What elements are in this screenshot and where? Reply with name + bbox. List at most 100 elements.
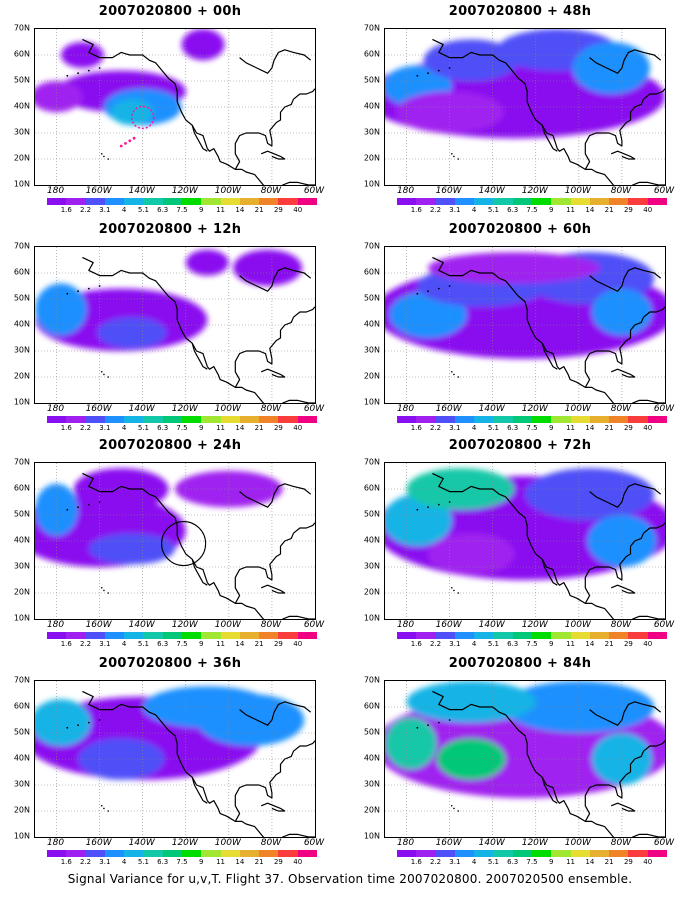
longitude-tick-label: 180: [46, 186, 65, 196]
colorbar-swatch: [628, 632, 648, 639]
longitude-tick-label: 80W: [260, 838, 282, 848]
latitude-tick-label: 10N: [363, 179, 380, 189]
variance-contour: [406, 681, 536, 723]
map-svg: [35, 681, 315, 837]
latitude-tick-label: 10N: [13, 831, 30, 841]
longitude-tick-label: 180: [46, 404, 65, 414]
colorbar-tick-label: 14: [585, 640, 595, 648]
latitude-tick-label: 60N: [363, 483, 380, 493]
colorbar-legend: 1.6 2.2 3.1 4 5.1 6.3 7.5 9 11 14 21 29 40: [47, 850, 317, 868]
colorbar-swatch: [493, 416, 513, 423]
colorbar-tick-label: 21: [254, 858, 264, 866]
latitude-axis: 70N 60N 50N 40N 30N 20N 10N: [350, 458, 382, 623]
colorbar-swatch: [181, 416, 202, 423]
colorbar-tick-label: 3.1: [99, 858, 111, 866]
colorbar-swatch: [570, 850, 590, 857]
colorbar-swatch: [124, 416, 144, 423]
colorbar-tick-label: 3.1: [449, 640, 461, 648]
colorbar-tick-label: 5.1: [487, 206, 499, 214]
graticule: [385, 681, 665, 837]
colorbar-tick-label: 4: [471, 858, 477, 866]
longitude-tick-label: 80W: [610, 404, 632, 414]
colorbar-swatch: [628, 416, 648, 423]
map-svg: [385, 463, 665, 619]
longitude-tick-label: 120W: [171, 404, 198, 414]
observation-point: [128, 139, 132, 143]
latitude-tick-label: 30N: [363, 561, 380, 571]
colorbar-tick-label: 14: [585, 206, 595, 214]
colorbar-swatches: [47, 416, 317, 423]
colorbar-swatch: [531, 416, 552, 423]
colorbar-tick-label: 5.1: [137, 858, 149, 866]
latitude-tick-label: 60N: [363, 701, 380, 711]
colorbar-tick-label: 2.2: [429, 640, 442, 648]
longitude-tick-label: 100W: [564, 620, 591, 630]
map-plot: [384, 28, 666, 186]
colorbar-tick-label: 14: [585, 858, 595, 866]
coastline: [82, 690, 315, 837]
island-marker: [107, 376, 110, 378]
latitude-tick-label: 20N: [363, 371, 380, 381]
variance-field: [385, 681, 665, 798]
colorbar-swatch: [201, 632, 221, 639]
coastline: [191, 559, 208, 586]
longitude-tick-label: 160W: [85, 620, 112, 630]
colorbar-swatch: [259, 198, 279, 205]
coastline: [432, 472, 665, 619]
island-marker: [103, 807, 105, 810]
longitude-tick-label: 120W: [521, 186, 548, 196]
longitude-tick-label: 80W: [260, 404, 282, 414]
longitude-tick-label: 100W: [214, 186, 241, 196]
colorbar-tick-label: 40: [293, 424, 303, 432]
longitude-tick-label: 160W: [435, 838, 462, 848]
variance-contour: [73, 468, 169, 510]
colorbar-tick-label: 9: [199, 424, 204, 432]
colorbar-swatch: [531, 850, 552, 857]
colorbar-tick-label: 29: [623, 640, 633, 648]
colorbar-tick-label: 6.3: [157, 640, 169, 648]
panel-title: 2007020800 + 84h: [448, 656, 592, 671]
colorbar-swatch: [589, 198, 610, 205]
coastline: [584, 88, 665, 170]
variance-field: [385, 252, 665, 359]
colorbar-swatch: [66, 850, 86, 857]
longitude-tick-label: 60W: [303, 838, 325, 848]
colorbar-swatch: [66, 416, 86, 423]
colorbar-swatch: [609, 632, 629, 639]
colorbar-swatch: [220, 632, 240, 639]
colorbar-swatch: [416, 632, 436, 639]
forecast-panel-24h: 2007020800 + 24h 70N 60N 50N 40N 30N 20N 10N 1…: [0, 434, 340, 650]
latitude-tick-label: 60N: [13, 267, 30, 277]
colorbar-swatch: [397, 632, 417, 639]
panel-title: 2007020800 + 12h: [98, 222, 242, 237]
island-marker: [448, 285, 451, 287]
colorbar-swatch: [435, 850, 455, 857]
colorbar-swatch: [297, 198, 317, 205]
longitude-tick-label: 80W: [610, 620, 632, 630]
panel-title: 2007020800 + 36h: [98, 656, 242, 671]
longitude-tick-label: 120W: [171, 186, 198, 196]
colorbar-tick-label: 21: [604, 640, 614, 648]
coastline: [584, 522, 665, 604]
colorbar-swatch: [259, 850, 279, 857]
colorbar-swatch: [609, 198, 629, 205]
variance-contour: [395, 91, 504, 133]
latitude-tick-label: 10N: [13, 613, 30, 623]
island-marker: [437, 287, 440, 290]
colorbar-tick-label: 14: [585, 424, 595, 432]
coastlines: [432, 38, 665, 185]
latitude-tick-label: 50N: [13, 293, 30, 303]
latitude-tick-label: 50N: [13, 509, 30, 519]
colorbar-swatch: [85, 198, 105, 205]
colorbar-tick-label: 9: [199, 858, 204, 866]
colorbar-tick-label: 40: [293, 858, 303, 866]
colorbar-tick-label: 5.1: [137, 206, 149, 214]
figure-caption: Signal Variance for u,v,T. Flight 37. Ob…: [67, 872, 633, 886]
colorbar-swatch: [143, 850, 163, 857]
colorbar-tick-label: 4: [121, 858, 127, 866]
graticule: [35, 681, 315, 837]
coastlines: [82, 690, 315, 837]
latitude-tick-label: 50N: [363, 509, 380, 519]
colorbar-swatch: [435, 632, 455, 639]
colorbar-tick-label: 40: [293, 640, 303, 648]
